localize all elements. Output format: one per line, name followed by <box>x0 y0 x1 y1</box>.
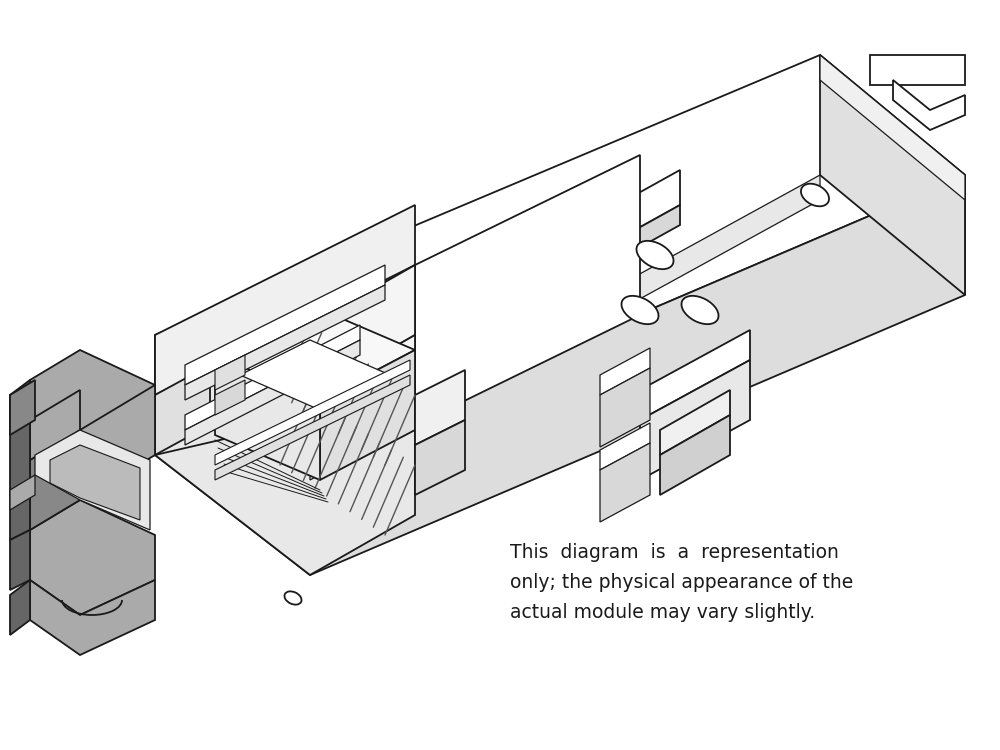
Polygon shape <box>600 368 650 447</box>
Polygon shape <box>660 390 730 455</box>
Polygon shape <box>155 395 415 575</box>
Polygon shape <box>820 55 965 200</box>
Polygon shape <box>10 530 30 590</box>
Polygon shape <box>310 265 415 455</box>
Polygon shape <box>215 380 245 415</box>
Polygon shape <box>640 330 750 420</box>
Polygon shape <box>155 365 210 455</box>
Ellipse shape <box>681 296 719 324</box>
Polygon shape <box>35 430 150 530</box>
Ellipse shape <box>801 184 829 206</box>
Text: actual module may vary slightly.: actual module may vary slightly. <box>510 602 815 622</box>
Polygon shape <box>30 580 155 655</box>
Polygon shape <box>820 55 965 295</box>
Polygon shape <box>415 155 640 425</box>
Polygon shape <box>215 375 410 480</box>
Polygon shape <box>310 265 415 395</box>
Polygon shape <box>600 348 650 395</box>
Polygon shape <box>10 580 30 635</box>
Polygon shape <box>415 420 465 495</box>
Polygon shape <box>215 360 410 465</box>
Polygon shape <box>185 265 385 385</box>
Polygon shape <box>155 205 415 395</box>
Polygon shape <box>310 175 820 480</box>
Polygon shape <box>590 170 680 255</box>
Polygon shape <box>660 415 730 495</box>
Polygon shape <box>320 350 415 480</box>
Polygon shape <box>215 305 415 400</box>
Ellipse shape <box>621 296 659 324</box>
Polygon shape <box>415 370 465 445</box>
Polygon shape <box>240 340 390 410</box>
Polygon shape <box>215 355 320 480</box>
Polygon shape <box>80 385 155 500</box>
Polygon shape <box>10 380 30 540</box>
Ellipse shape <box>284 591 302 604</box>
Polygon shape <box>310 175 965 575</box>
Polygon shape <box>310 335 415 465</box>
Polygon shape <box>185 285 385 400</box>
Polygon shape <box>30 500 155 615</box>
Polygon shape <box>185 325 360 430</box>
Polygon shape <box>30 390 80 460</box>
Polygon shape <box>870 55 965 85</box>
Polygon shape <box>30 430 80 530</box>
Polygon shape <box>185 340 360 445</box>
Polygon shape <box>893 80 965 130</box>
Polygon shape <box>10 475 35 510</box>
Polygon shape <box>600 423 650 470</box>
Polygon shape <box>640 360 750 480</box>
Polygon shape <box>155 335 310 575</box>
Polygon shape <box>10 380 35 435</box>
Text: This  diagram  is  a  representation: This diagram is a representation <box>510 542 839 562</box>
Text: only; the physical appearance of the: only; the physical appearance of the <box>510 572 853 592</box>
Polygon shape <box>50 445 140 520</box>
Polygon shape <box>215 355 245 390</box>
Ellipse shape <box>636 241 674 269</box>
Polygon shape <box>600 443 650 522</box>
Polygon shape <box>590 205 680 275</box>
Polygon shape <box>30 350 155 490</box>
Polygon shape <box>155 55 965 455</box>
